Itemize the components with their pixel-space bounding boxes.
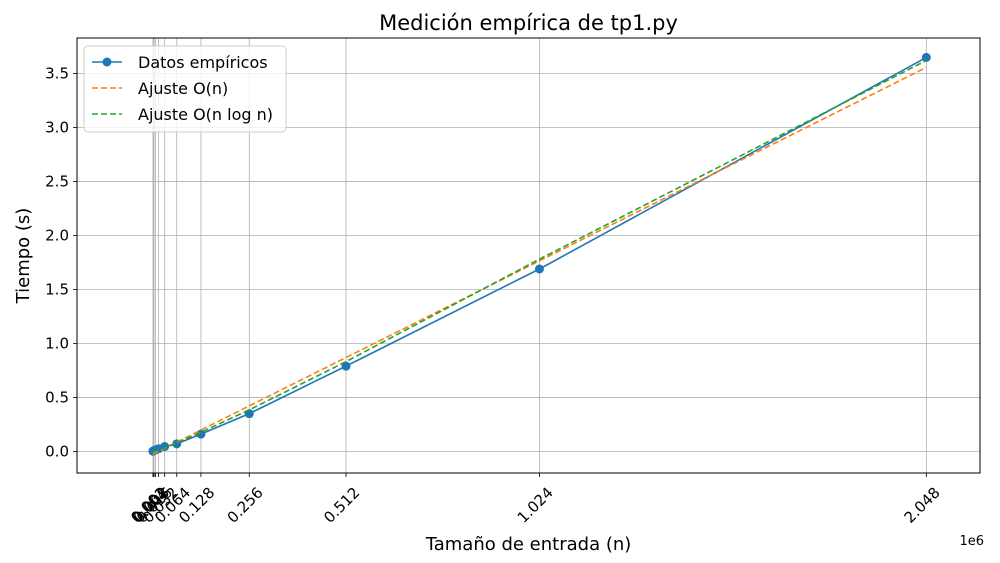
- y-tick-label: 1.5: [45, 281, 69, 299]
- series-layer: [148, 52, 931, 456]
- y-axis-label: Tiempo (s): [13, 208, 34, 305]
- legend-label-3: Ajuste O(n log n): [138, 105, 273, 124]
- y-tick-label: 2.0: [45, 227, 69, 245]
- legend: Datos empíricos Ajuste O(n) Ajuste O(n log…: [83, 45, 287, 133]
- y-tick-label: 0.5: [45, 388, 69, 406]
- legend-box: [83, 45, 287, 133]
- y-tick-label: 1.0: [45, 334, 69, 352]
- data-point: [341, 361, 351, 371]
- y-tick-label: 3.0: [45, 119, 69, 137]
- x-axis-offset-label: 1e6: [959, 534, 984, 549]
- y-tick-label: 3.5: [45, 65, 69, 83]
- data-point: [534, 264, 544, 274]
- chart-title: Medición empírica de tp1.py: [379, 11, 678, 35]
- x-axis-label: Tamaño de entrada (n): [425, 534, 632, 555]
- legend-label-2: Ajuste O(n): [138, 79, 228, 98]
- series-line-3: [152, 59, 927, 453]
- y-tick-label: 2.5: [45, 173, 69, 191]
- data-point: [921, 52, 931, 62]
- legend-label-1: Datos empíricos: [138, 53, 268, 72]
- y-tick-label: 0.0: [45, 442, 69, 460]
- plot-frame: [76, 37, 981, 474]
- legend-marker: [102, 57, 112, 67]
